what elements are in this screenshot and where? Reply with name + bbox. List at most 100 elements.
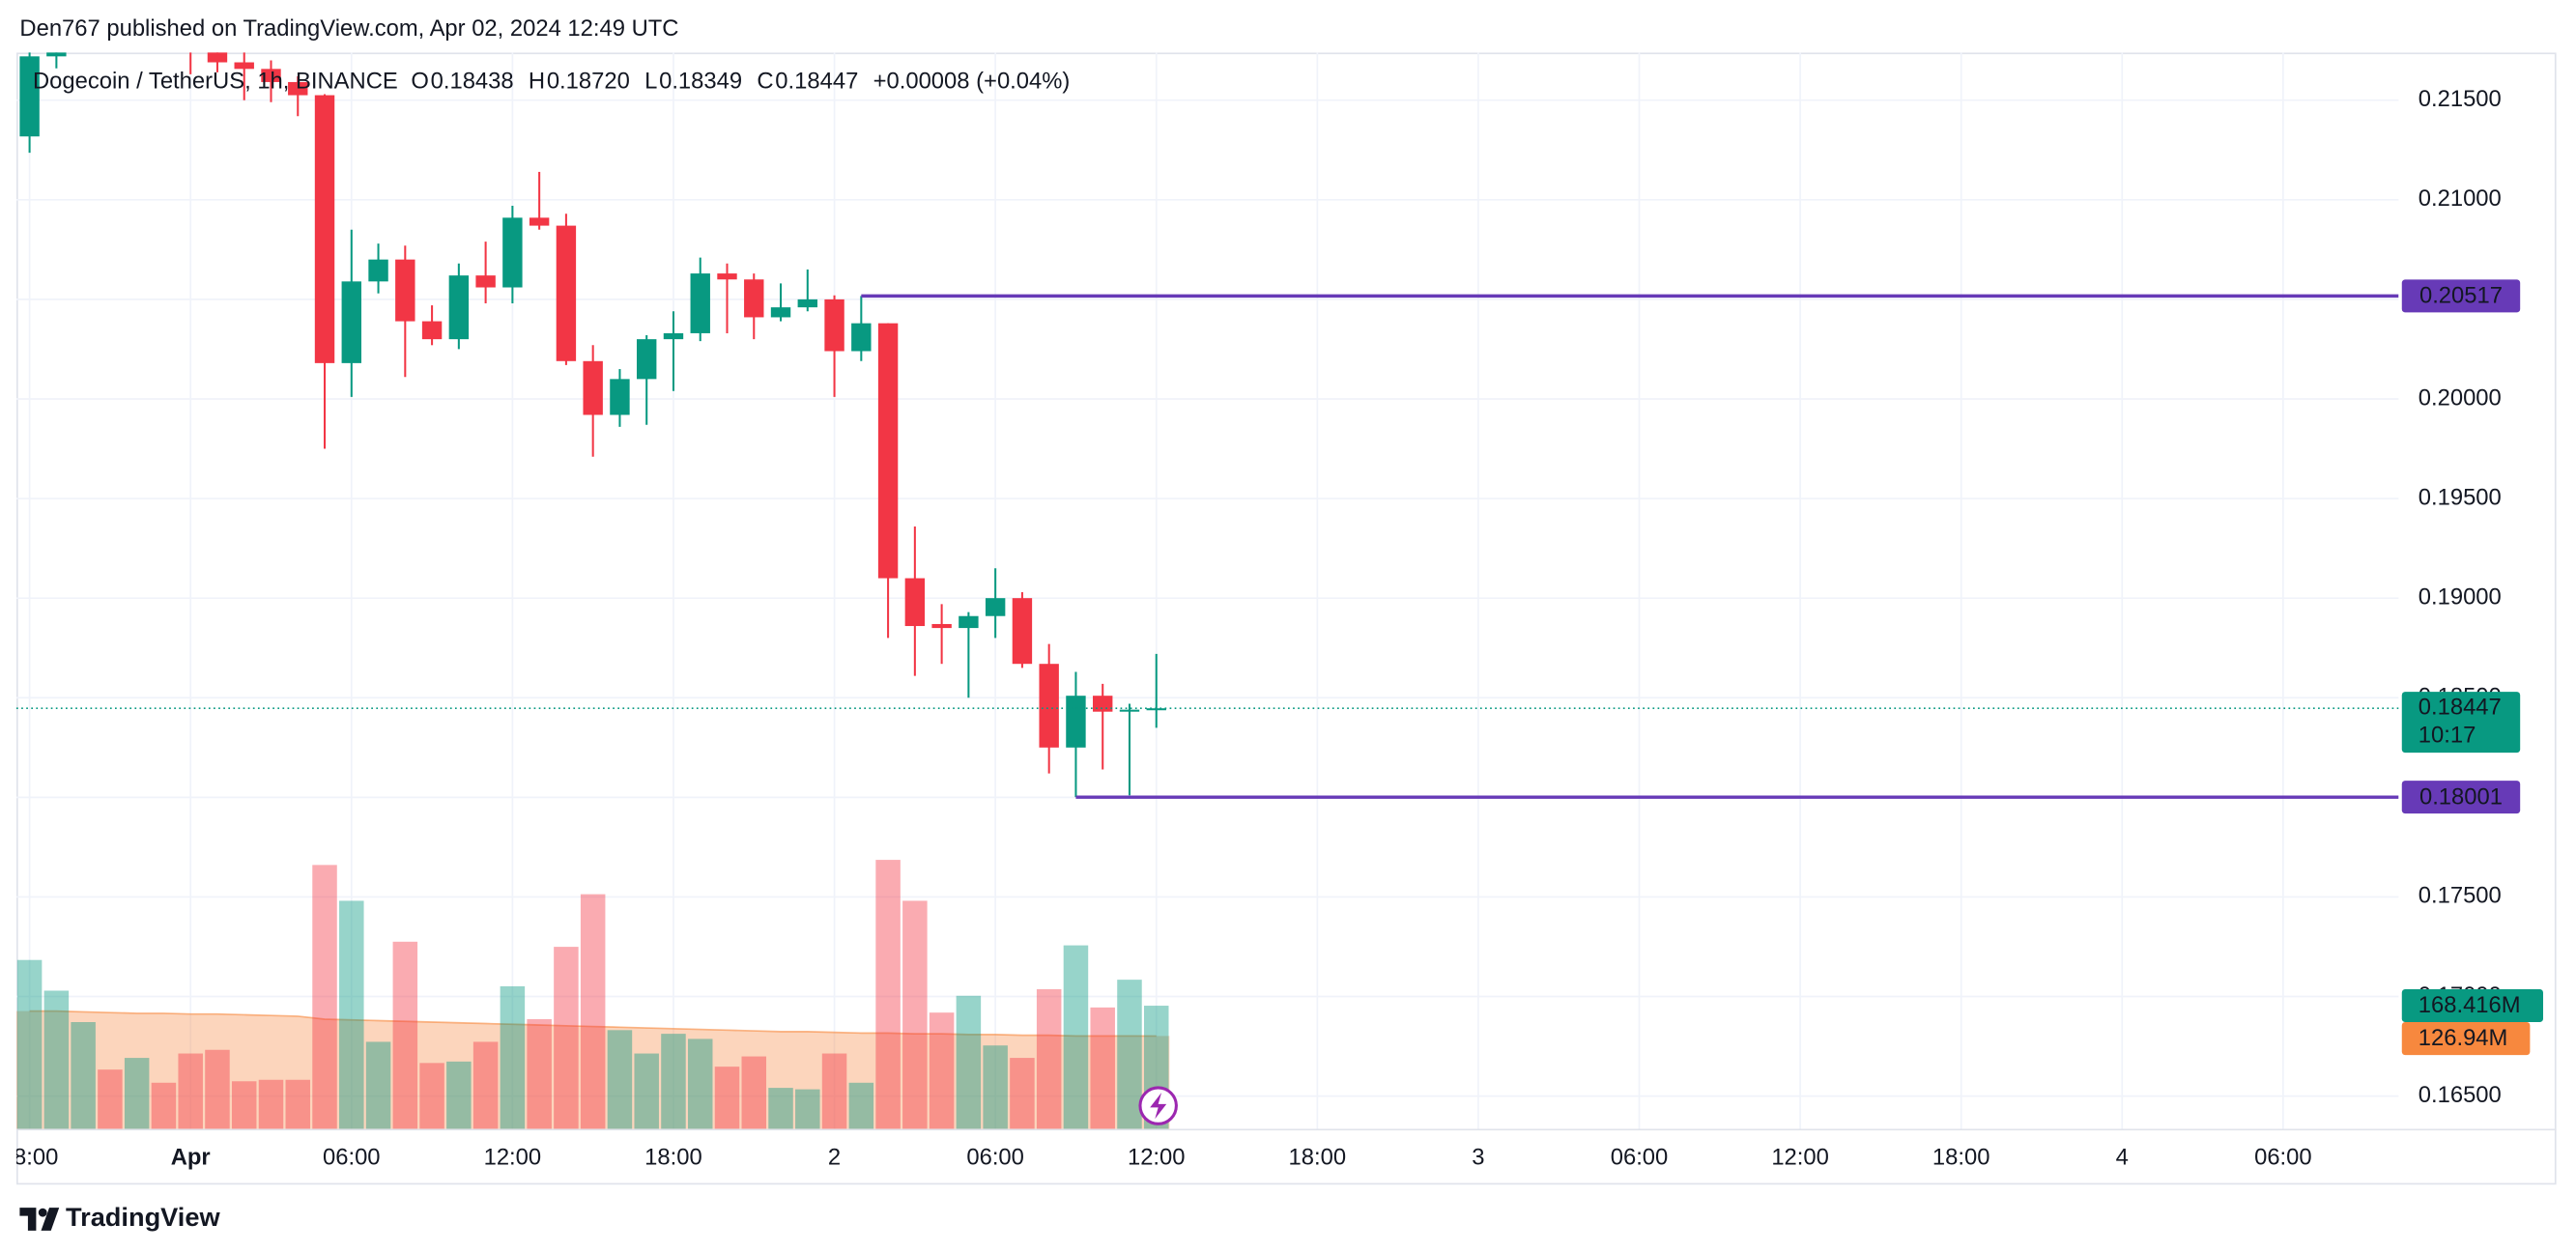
x-tick-label: 18:00 bbox=[1932, 1144, 1990, 1170]
candle-body bbox=[46, 52, 67, 57]
frame bbox=[16, 52, 2557, 1185]
candle-body bbox=[985, 598, 1006, 616]
y-tick-label: 0.17500 bbox=[2419, 883, 2502, 909]
candle-body bbox=[234, 62, 254, 70]
volume-bar bbox=[714, 1067, 740, 1129]
volume-bar bbox=[661, 1034, 686, 1129]
candle-body bbox=[1039, 664, 1059, 748]
footer-brand: TradingView bbox=[66, 1202, 220, 1232]
x-tick-label: 12:00 bbox=[1128, 1144, 1186, 1170]
x-tick-label: 4 bbox=[2116, 1144, 2129, 1170]
x-tick-label: 18:00 bbox=[644, 1144, 702, 1170]
candle-body bbox=[583, 360, 603, 415]
volume-bar bbox=[151, 1082, 177, 1129]
candle-body bbox=[797, 299, 817, 308]
y-tick-label: 0.19500 bbox=[2419, 484, 2502, 510]
candle-body bbox=[690, 273, 710, 333]
volume-ma-line bbox=[29, 1010, 1157, 1038]
legend-key: H bbox=[529, 68, 545, 94]
y-tick-label: 0.16500 bbox=[2419, 1082, 2502, 1108]
volume-bar bbox=[821, 1053, 847, 1129]
volume-bar bbox=[687, 1039, 713, 1129]
volume-tag bbox=[2401, 989, 2543, 1023]
volume-bar bbox=[580, 894, 606, 1129]
x-tick-label: 2 bbox=[828, 1144, 841, 1170]
candle-body bbox=[877, 323, 899, 579]
y-tick-label: 0.21000 bbox=[2419, 185, 2502, 212]
volume-bar bbox=[500, 985, 526, 1129]
x-tick-label: 06:00 bbox=[966, 1144, 1024, 1170]
candle-body bbox=[395, 259, 415, 322]
candle-body bbox=[610, 379, 630, 415]
volume-bar bbox=[285, 1079, 311, 1129]
volume-bar bbox=[795, 1089, 820, 1129]
symbol-title: Dogecoin / TetherUS, 1h, BINANCE bbox=[33, 68, 398, 94]
volume-tag-label: 168.416M bbox=[2419, 992, 2521, 1018]
volume-bar bbox=[956, 995, 982, 1129]
x-tick-label: 3 bbox=[1472, 1144, 1484, 1170]
level-tag bbox=[2401, 279, 2521, 313]
candle-body bbox=[824, 299, 844, 352]
candle-body bbox=[448, 275, 470, 340]
price-pane bbox=[16, 52, 2399, 799]
volume-bar bbox=[365, 1041, 391, 1129]
volume-bar bbox=[929, 1012, 955, 1129]
candle-body bbox=[851, 323, 872, 352]
volume-bar bbox=[741, 1056, 767, 1129]
volume-bar bbox=[205, 1049, 230, 1129]
volume-bar bbox=[178, 1053, 203, 1129]
volume-bar bbox=[392, 941, 418, 1129]
volume-bar bbox=[258, 1079, 284, 1129]
candle-body bbox=[770, 307, 791, 318]
candle-body bbox=[744, 279, 764, 318]
x-tick-label: 18:00 bbox=[1289, 1144, 1347, 1170]
volume-ma-tag-label: 126.94M bbox=[2419, 1025, 2508, 1051]
x-axis: 18:00 Apr 06:00 12:00 18:00 2 06:00 12:00 18:00 3… bbox=[16, 1144, 2312, 1170]
level-tag-label: 0.20517 bbox=[2419, 283, 2503, 309]
volume-bar bbox=[1117, 980, 1142, 1129]
volume-bar bbox=[472, 1041, 499, 1129]
volume-bar bbox=[419, 1063, 444, 1129]
candle-body bbox=[207, 52, 228, 63]
legend: Dogecoin / TetherUS, 1h, BINANCE O 0.1843… bbox=[33, 68, 1070, 94]
volume-bar bbox=[339, 900, 364, 1129]
candle-body bbox=[1066, 696, 1086, 748]
volume-bar bbox=[124, 1058, 150, 1129]
x-tick-label: 12:00 bbox=[484, 1144, 542, 1170]
volume-ma-tag bbox=[2401, 1022, 2531, 1056]
volume-bar bbox=[231, 1081, 257, 1129]
legend-value: 0.18720 bbox=[547, 68, 630, 94]
volume-bar bbox=[902, 900, 928, 1129]
legend-change: +0.00008 (+0.04%) bbox=[873, 68, 1071, 94]
volume-bar bbox=[634, 1053, 659, 1129]
candle-body bbox=[368, 259, 388, 282]
legend-key: O bbox=[411, 68, 429, 94]
volume-bar bbox=[875, 860, 901, 1129]
candle-body bbox=[288, 81, 308, 96]
candle-body bbox=[502, 217, 523, 288]
volume-bar bbox=[98, 1069, 123, 1129]
candle-body bbox=[959, 615, 979, 629]
volume-bar bbox=[607, 1030, 633, 1129]
candle-body bbox=[421, 321, 443, 340]
volume-bar bbox=[983, 1045, 1008, 1129]
y-tick-label: 0.21500 bbox=[2419, 86, 2502, 112]
candle-body bbox=[529, 217, 550, 226]
x-tick-label: 06:00 bbox=[2254, 1144, 2312, 1170]
volume-bar bbox=[848, 1082, 874, 1129]
volume-bar bbox=[1063, 945, 1089, 1129]
candle-body bbox=[1119, 709, 1140, 712]
legend-value: 0.18447 bbox=[775, 68, 858, 94]
x-tick-label: 06:00 bbox=[1611, 1144, 1669, 1170]
level-tag bbox=[2401, 781, 2521, 814]
countdown-label: 10:17 bbox=[2419, 722, 2476, 748]
volume-bar bbox=[446, 1061, 472, 1129]
volume-bar bbox=[312, 865, 337, 1129]
replay-icon bbox=[1138, 1086, 1178, 1125]
candle-body bbox=[261, 69, 281, 82]
candle-body bbox=[314, 95, 335, 363]
